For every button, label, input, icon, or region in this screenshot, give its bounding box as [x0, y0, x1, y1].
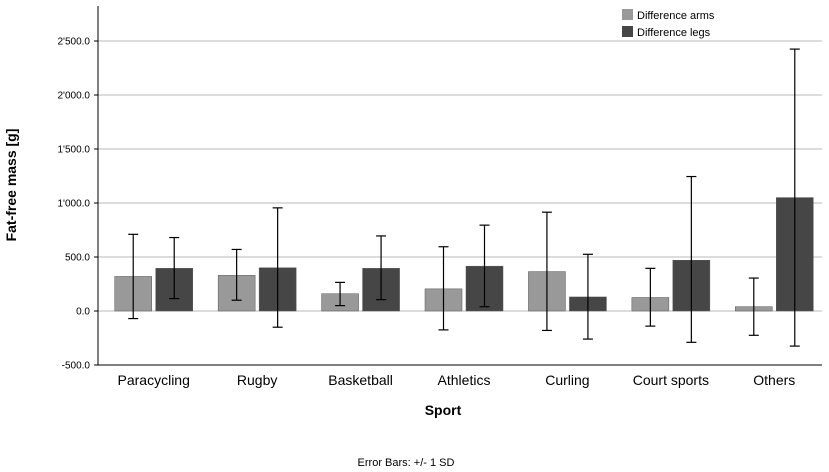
- y-tick-label: 2'000.0: [58, 91, 91, 102]
- y-tick-label: 0.0: [76, 307, 90, 318]
- x-tick-label-others: Others: [753, 372, 795, 388]
- y-tick-label: 1'000.0: [58, 199, 91, 210]
- legend-label-difference-arms: Difference arms: [637, 10, 715, 22]
- y-axis-ticks: -500.0 0.0 500.0 1'000.0 1'500.0 2'000.0 2'500…: [58, 37, 98, 372]
- x-tick-label-basketball: Basketball: [328, 372, 393, 388]
- error-bars-footnote: Error Bars: +/- 1 SD: [358, 457, 455, 469]
- x-axis-ticks: Paracycling Rugby Basketball Athletics Curli…: [118, 372, 796, 388]
- legend-swatch-difference-arms: [622, 9, 633, 20]
- y-tick-label: 500.0: [65, 253, 90, 264]
- bars: [114, 197, 814, 312]
- y-tick-label: 2'500.0: [58, 37, 91, 48]
- error-bars: [128, 48, 800, 347]
- x-axis-title: Sport: [425, 402, 462, 418]
- x-tick-label-rugby: Rugby: [237, 372, 277, 388]
- y-axis-title: Fat-free mass [g]: [3, 129, 19, 242]
- legend: Difference arms Difference legs: [622, 9, 715, 39]
- x-tick-label-athletics: Athletics: [438, 372, 491, 388]
- x-tick-label-court-sports: Court sports: [633, 372, 709, 388]
- legend-swatch-difference-legs: [622, 26, 633, 37]
- x-tick-label-curling: Curling: [545, 372, 589, 388]
- x-tick-label-paracycling: Paracycling: [118, 372, 190, 388]
- y-tick-label: 1'500.0: [58, 145, 91, 156]
- gridlines: [98, 40, 822, 366]
- y-tick-label: -500.0: [62, 361, 91, 372]
- legend-label-difference-legs: Difference legs: [637, 27, 711, 39]
